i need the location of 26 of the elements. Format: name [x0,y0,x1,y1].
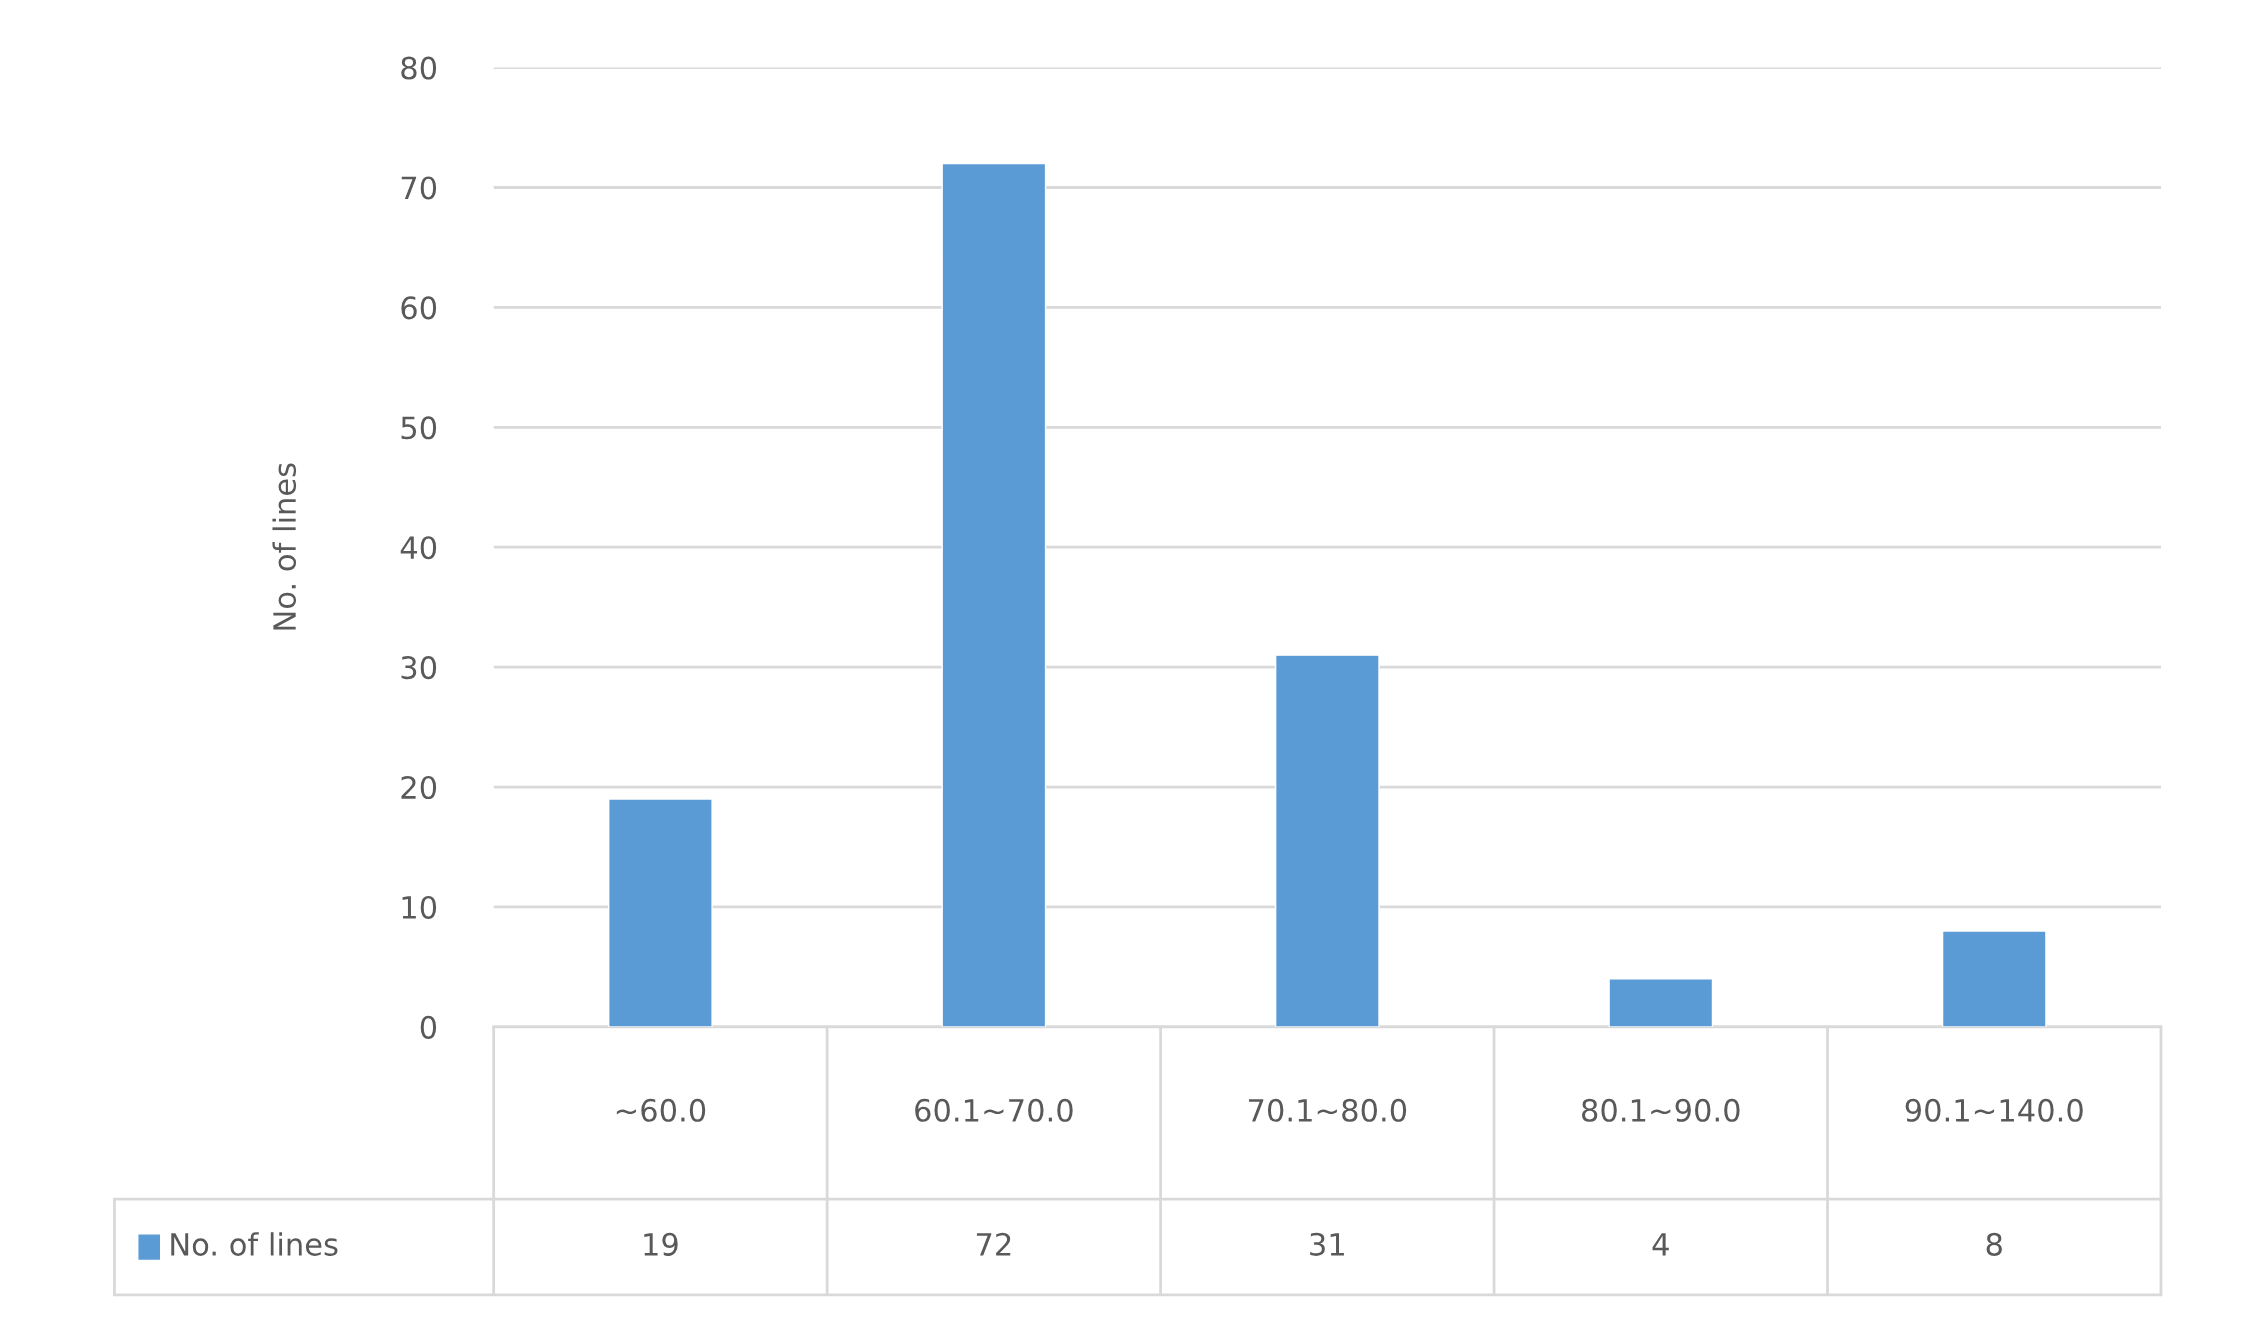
data-label: 4 [1652,1233,1669,1256]
data-label: 72 [976,1232,1011,1256]
bar [941,162,1047,1027]
y-tick-label: 70 [401,176,437,200]
y-tick-label: 20 [401,775,437,800]
x-tick-label: ~60.0 [616,1098,706,1122]
data-label: 8 [1986,1232,2002,1256]
y-tick-label: 40 [400,536,437,560]
y-tick-label: 30 [401,656,437,680]
y-tick-label: 10 [402,895,437,920]
y-tick-label: 50 [401,416,437,440]
y-tick-label: 0 [420,1015,437,1039]
x-tick-label: 80.1~90.0 [1582,1098,1740,1122]
bar [608,798,713,1027]
bar [1608,978,1714,1027]
y-tick-label: 80 [401,56,437,80]
y-axis-title: No. of lines [272,463,297,630]
y-tick-label: 60 [401,296,437,320]
x-tick-label: 90.1~140.0 [1905,1098,2083,1122]
data-label: 31 [1310,1232,1344,1256]
legend-label: No. of lines [171,1232,338,1256]
x-tick-label: 70.1~80.0 [1249,1098,1407,1122]
bar [1274,654,1380,1027]
data-label: 19 [644,1232,678,1256]
x-tick-label: 60.1~70.0 [915,1098,1073,1122]
bar [1941,930,2047,1027]
